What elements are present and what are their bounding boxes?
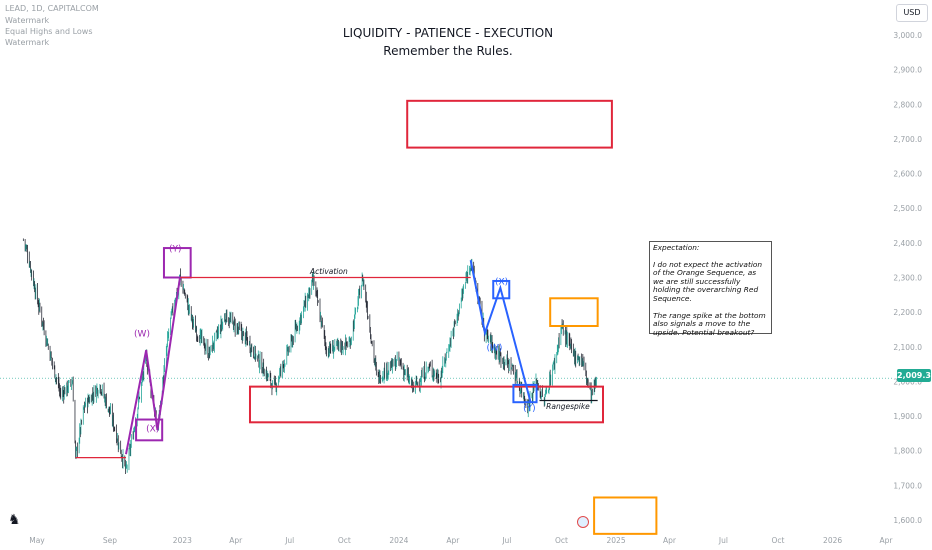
zone-purple-x xyxy=(135,418,164,442)
price-tick-label: 1,600.0 xyxy=(893,516,922,525)
label-w: (W) xyxy=(486,343,502,353)
price-tick-label: 2,600.0 xyxy=(893,170,922,179)
time-tick-label: Apr xyxy=(229,536,243,545)
label-x: (X) xyxy=(495,277,508,287)
time-tick-label: Oct xyxy=(772,536,785,545)
label-activation: Activation xyxy=(309,267,348,276)
drawing-overlays: (W) (X) (Y) (W) (X) (Y) Activation Rangespike xyxy=(75,99,658,535)
label-x: (X) xyxy=(146,425,159,435)
note-paragraph-2: The range spike at the bottom also signa… xyxy=(653,310,766,337)
symbol-legend[interactable]: LEAD, 1D, CAPITALCOM xyxy=(5,4,99,13)
time-tick-label: Jul xyxy=(718,536,728,545)
price-tick-label: 2,900.0 xyxy=(893,66,922,75)
price-tick-label: 2,100.0 xyxy=(893,343,922,352)
purple-wave xyxy=(125,277,181,455)
time-tick-label: Apr xyxy=(446,536,460,545)
us-flag-icon[interactable] xyxy=(577,516,589,528)
tradingview-logo-icon[interactable]: ♞ xyxy=(8,512,21,528)
price-tick-label: 1,700.0 xyxy=(893,481,922,490)
price-tick-label: 2,400.0 xyxy=(893,239,922,248)
price-tick-label: 2,800.0 xyxy=(893,100,922,109)
blue-wave xyxy=(469,259,532,403)
time-tick-label: Jul xyxy=(284,536,294,545)
zone-purple-y xyxy=(162,247,192,279)
label-y: (Y) xyxy=(169,245,182,255)
indicator-equal-highs-lows[interactable]: Equal Highs and Lows xyxy=(5,27,93,36)
chart-subtitle: Remember the Rules. xyxy=(383,44,513,58)
label-y: (Y) xyxy=(523,404,536,414)
note-paragraph-1: I do not expect the activation of the Or… xyxy=(653,259,763,303)
chart-title: LIQUIDITY - PATIENCE - EXECUTION xyxy=(342,26,554,40)
time-tick-label: 2024 xyxy=(389,536,408,545)
note-heading: Expectation: xyxy=(653,243,700,252)
expectation-note[interactable]: Expectation: I do not expect the activat… xyxy=(649,241,772,337)
time-tick-label: Jul xyxy=(501,536,511,545)
zone-blue-y xyxy=(512,383,538,404)
time-tick-label: 2023 xyxy=(173,536,192,545)
last-price-badge: 2,009.3 xyxy=(897,369,931,382)
price-tick-label: 2,200.0 xyxy=(893,308,922,317)
time-tick-label: Apr xyxy=(663,536,677,545)
currency-button[interactable]: USD xyxy=(896,4,928,22)
time-tick-label: Oct xyxy=(338,536,351,545)
time-tick-label: 2025 xyxy=(607,536,626,545)
price-tick-label: 2,500.0 xyxy=(893,204,922,213)
price-axis[interactable]: 1,600.01,700.01,800.01,900.02,000.02,100… xyxy=(893,31,922,525)
indicator-watermark-1[interactable]: Watermark xyxy=(5,16,50,25)
time-axis[interactable]: May Sep 2023 Apr Jul Oct 2024 Apr Jul Oct 2025 Apr J… xyxy=(29,536,893,545)
price-tick-label: 3,000.0 xyxy=(893,31,922,40)
zone-orange-upper xyxy=(549,297,599,327)
time-tick-label: May xyxy=(29,536,45,545)
indicator-watermark-2[interactable]: Watermark xyxy=(5,38,50,47)
time-tick-label: Oct xyxy=(555,536,568,545)
time-tick-label: Apr xyxy=(880,536,894,545)
label-w: (W) xyxy=(134,329,150,339)
price-tick-label: 2,300.0 xyxy=(893,274,922,283)
label-rangespike: Rangespike xyxy=(546,402,590,411)
price-tick-label: 1,900.0 xyxy=(893,412,922,421)
zone-red-upper xyxy=(406,99,613,149)
zone-orange-lower xyxy=(593,496,658,535)
price-tick-label: 1,800.0 xyxy=(893,447,922,456)
time-tick-label: 2026 xyxy=(823,536,842,545)
time-tick-label: Sep xyxy=(103,536,117,545)
zone-blue-x xyxy=(492,279,511,300)
price-tick-label: 2,700.0 xyxy=(893,135,922,144)
zone-red-lower xyxy=(248,385,604,424)
